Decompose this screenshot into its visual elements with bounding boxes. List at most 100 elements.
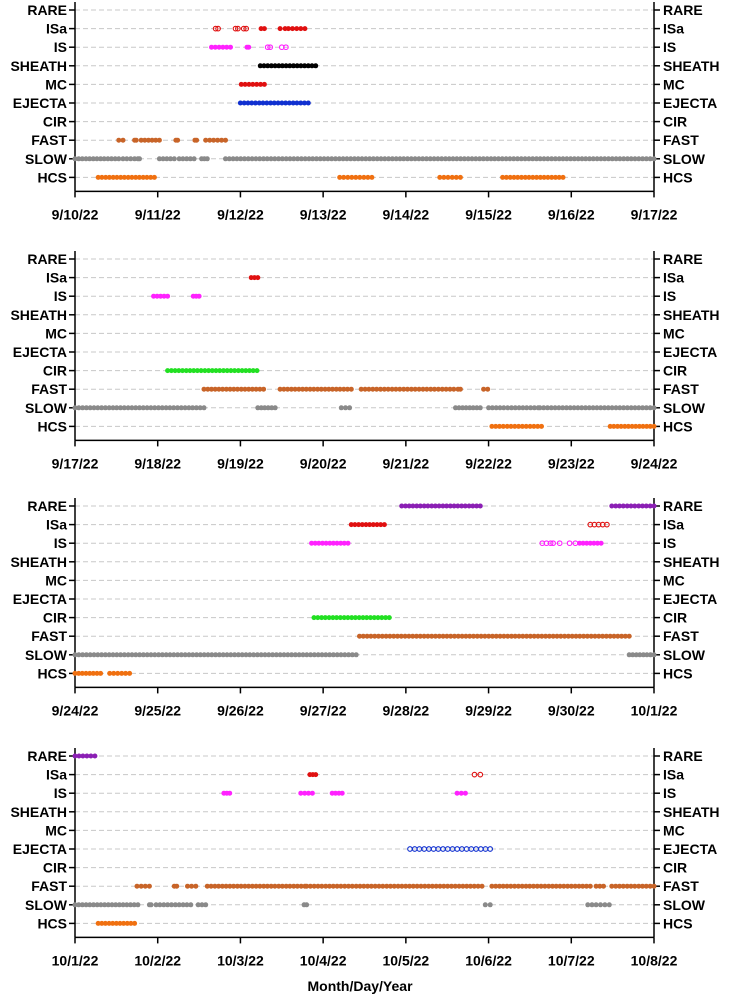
- data-point-slow: [353, 652, 359, 658]
- series-is: [309, 540, 604, 547]
- data-point-fast: [405, 386, 410, 392]
- data-point-slow: [99, 405, 105, 411]
- data-point-fast: [288, 386, 294, 392]
- data-point-slow: [131, 902, 137, 908]
- series-slow: [72, 902, 612, 908]
- x-tick-label: 9/12/22: [217, 206, 264, 222]
- data-point-hcs: [523, 423, 529, 429]
- data-point-fast: [421, 633, 427, 639]
- data-point-slow: [148, 902, 154, 908]
- y-label-right-cir: CIR: [663, 860, 687, 876]
- data-point-slow: [630, 652, 636, 658]
- data-point-fast: [330, 883, 336, 889]
- data-point-rare: [417, 503, 423, 509]
- data-point-fast: [535, 633, 541, 639]
- data-point-fast: [489, 883, 495, 889]
- data-point-rare: [455, 503, 461, 509]
- data-point-slow: [545, 405, 550, 411]
- data-point-slow: [176, 156, 182, 162]
- data-point-cir: [206, 368, 212, 374]
- data-point-fast: [508, 883, 514, 889]
- data-point-hcs: [516, 423, 522, 429]
- data-point-slow: [552, 405, 558, 411]
- data-point-is: [458, 790, 464, 796]
- data-point-slow: [346, 652, 352, 658]
- data-point-fast: [201, 386, 207, 392]
- data-point-fast: [636, 883, 642, 889]
- data-point-slow: [178, 405, 184, 411]
- data-point-slow: [647, 156, 653, 162]
- data-point-fast: [422, 883, 428, 889]
- data-point-hcs: [103, 174, 109, 180]
- data-point-slow: [106, 405, 112, 411]
- data-point-slow: [617, 405, 623, 411]
- data-point-slow: [118, 405, 123, 411]
- data-point-slow: [156, 652, 162, 658]
- y-label-right-slow: SLOW: [663, 897, 706, 913]
- data-point-rare: [72, 753, 78, 759]
- data-point-hcs: [629, 423, 635, 429]
- data-point-slow: [249, 156, 255, 162]
- data-point-slow: [304, 902, 310, 908]
- data-point-fast: [379, 633, 385, 639]
- data-point-isa: [367, 522, 373, 528]
- data-point-slow: [287, 156, 293, 162]
- data-point-slow: [499, 156, 505, 162]
- x-tick-label: 9/13/22: [300, 206, 347, 222]
- data-point-slow: [76, 902, 82, 908]
- data-point-slow: [164, 156, 170, 162]
- x-tick-label: 9/23/22: [548, 455, 595, 471]
- data-point-is: [196, 293, 202, 299]
- data-point-fast: [539, 633, 545, 639]
- data-point-slow: [159, 652, 165, 658]
- data-point-fast: [538, 883, 544, 889]
- data-point-slow: [342, 652, 348, 658]
- data-point-fast: [546, 883, 552, 889]
- data-point-is-hollow: [572, 540, 579, 547]
- data-point-cir: [383, 615, 389, 621]
- data-point-cir: [349, 615, 355, 621]
- data-point-slow: [567, 405, 573, 411]
- data-point-slow: [524, 405, 530, 411]
- x-tick-label: 9/17/22: [631, 206, 678, 222]
- data-point-hcs: [119, 670, 125, 676]
- data-point-isa: [298, 26, 304, 32]
- data-point-slow: [184, 156, 190, 162]
- data-point-slow: [98, 902, 104, 908]
- series-ejecta: [237, 100, 311, 106]
- data-point-ejecta: [264, 100, 270, 106]
- data-point-slow: [261, 156, 266, 162]
- data-point-slow: [439, 156, 445, 162]
- data-point-slow: [91, 405, 97, 411]
- data-point-hcs: [457, 174, 463, 180]
- data-point-fast: [208, 883, 214, 889]
- y-label-left-sheath: SHEATH: [10, 307, 67, 323]
- data-point-fast: [399, 883, 405, 889]
- data-point-is: [327, 540, 333, 546]
- data-point-slow: [636, 156, 642, 162]
- y-label-left-isa: ISa: [46, 517, 67, 533]
- data-point-fast: [315, 386, 321, 392]
- data-point-fast: [632, 883, 638, 889]
- data-point-slow: [333, 156, 338, 162]
- data-point-slow: [530, 156, 536, 162]
- data-point-hcs: [636, 423, 642, 429]
- data-point-fast: [414, 633, 419, 639]
- data-point-fast: [447, 386, 453, 392]
- data-point-cir: [168, 368, 174, 374]
- data-point-slow: [116, 902, 122, 908]
- data-point-is: [209, 44, 214, 50]
- y-label-left-cir: CIR: [43, 363, 67, 379]
- data-point-fast: [401, 386, 407, 392]
- data-point-cir: [375, 615, 381, 621]
- data-point-fast: [372, 883, 378, 889]
- data-point-fast: [523, 883, 529, 889]
- data-point-slow: [382, 156, 388, 162]
- y-label-right-fast: FAST: [663, 628, 699, 644]
- data-point-is-hollow: [267, 44, 274, 51]
- data-point-fast: [403, 883, 409, 889]
- data-point-slow: [509, 405, 514, 411]
- data-point-fast: [253, 883, 259, 889]
- data-point-rare: [613, 503, 619, 509]
- data-point-slow: [204, 156, 210, 162]
